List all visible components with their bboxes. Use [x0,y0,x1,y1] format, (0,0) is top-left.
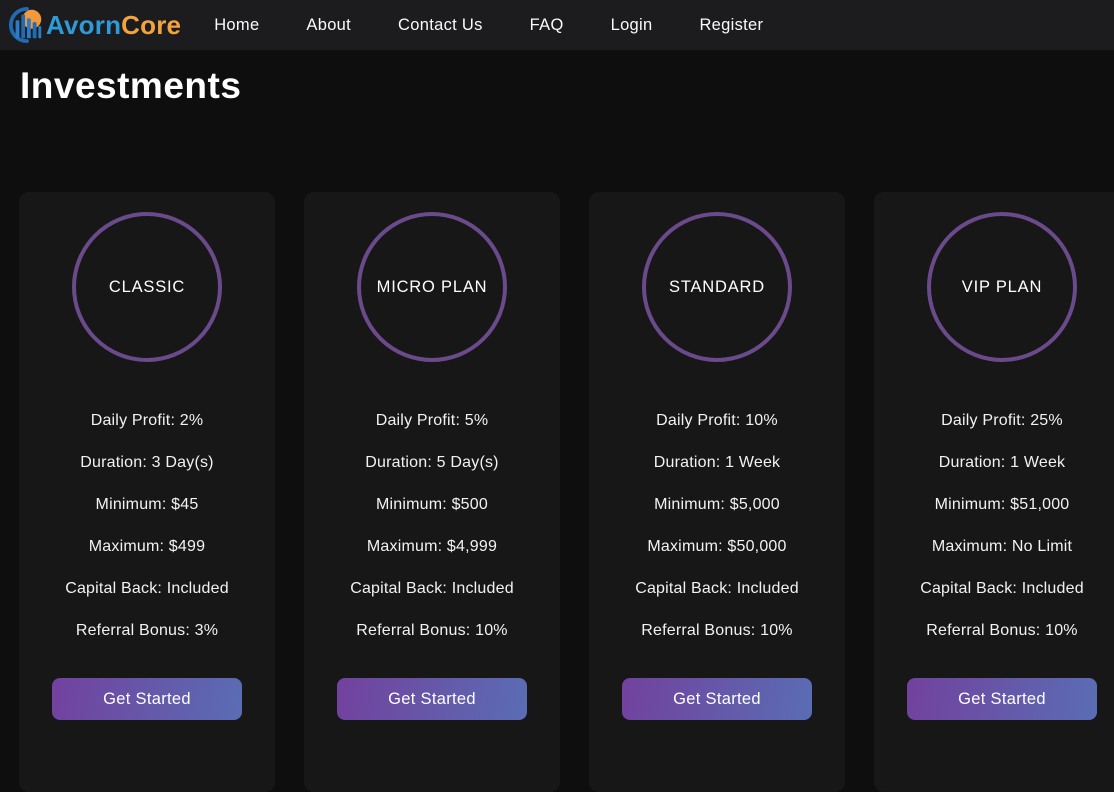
plan-daily-profit: Daily Profit: 2% [90,412,204,429]
plan-capital-back: Capital Back: Included [635,580,799,597]
plan-capital-back: Capital Back: Included [65,580,229,597]
city-sun-logo-icon [8,6,46,44]
plan-minimum: Minimum: $500 [376,496,488,513]
plan-daily-profit: Daily Profit: 10% [656,412,778,429]
plan-details: Daily Profit: 25% Duration: 1 Week Minim… [874,400,1114,652]
plan-referral-bonus: Referral Bonus: 10% [926,622,1078,639]
plan-minimum: Minimum: $51,000 [934,496,1070,513]
get-started-button[interactable]: Get Started [337,678,527,720]
plan-details: Daily Profit: 5% Duration: 5 Day(s) Mini… [304,400,560,652]
plan-daily-profit: Daily Profit: 25% [941,412,1063,429]
plan-circle: STANDARD [642,212,792,362]
get-started-button[interactable]: Get Started [52,678,242,720]
plan-maximum: Maximum: $499 [88,538,206,555]
plan-capital-back: Capital Back: Included [350,580,514,597]
page-title: Investments [20,65,242,106]
brand-name-secondary: Core [121,9,182,40]
brand-name: AvornCore [46,10,181,41]
nav-item-home[interactable]: Home [214,15,260,34]
plan-circle: MICRO PLAN [357,212,507,362]
plan-duration: Duration: 1 Week [938,454,1066,471]
plan-card-standard: STANDARD Daily Profit: 10% Duration: 1 W… [589,192,845,792]
plan-details: Daily Profit: 10% Duration: 1 Week Minim… [589,400,845,652]
plan-referral-bonus: Referral Bonus: 10% [356,622,508,639]
nav-item-login[interactable]: Login [610,15,653,34]
nav-item-contact[interactable]: Contact Us [398,15,483,34]
plan-maximum: Maximum: No Limit [931,538,1073,555]
plan-referral-bonus: Referral Bonus: 3% [75,622,219,639]
plan-minimum: Minimum: $45 [95,496,199,513]
plan-maximum: Maximum: $4,999 [366,538,498,555]
plan-circle: CLASSIC [72,212,222,362]
main-nav: Home About Contact Us FAQ Login Register [214,16,763,35]
plan-name: VIP PLAN [961,277,1043,296]
plan-daily-profit: Daily Profit: 5% [375,412,489,429]
plan-card-classic: CLASSIC Daily Profit: 2% Duration: 3 Day… [19,192,275,792]
plan-details: Daily Profit: 2% Duration: 3 Day(s) Mini… [19,400,275,652]
brand-name-primary: Avorn [46,9,122,40]
plan-maximum: Maximum: $50,000 [647,538,787,555]
plan-circle: VIP PLAN [927,212,1077,362]
get-started-button[interactable]: Get Started [907,678,1097,720]
get-started-button[interactable]: Get Started [622,678,812,720]
nav-item-about[interactable]: About [306,15,352,34]
plan-card-micro: MICRO PLAN Daily Profit: 5% Duration: 5 … [304,192,560,792]
navbar: AvornCore Home About Contact Us FAQ Logi… [0,0,1114,51]
plan-referral-bonus: Referral Bonus: 10% [641,622,793,639]
nav-item-faq[interactable]: FAQ [529,15,564,34]
plan-duration: Duration: 3 Day(s) [80,454,214,471]
plan-card-vip: VIP PLAN Daily Profit: 25% Duration: 1 W… [874,192,1114,792]
nav-item-register[interactable]: Register [699,15,764,34]
plan-duration: Duration: 5 Day(s) [365,454,499,471]
plan-capital-back: Capital Back: Included [920,580,1084,597]
plan-name: MICRO PLAN [376,277,488,296]
plan-name: STANDARD [669,277,765,296]
plan-duration: Duration: 1 Week [653,454,781,471]
brand-logo[interactable]: AvornCore [8,6,181,44]
plan-minimum: Minimum: $5,000 [654,496,780,513]
plan-name: CLASSIC [108,277,186,296]
plans-row: CLASSIC Daily Profit: 2% Duration: 3 Day… [19,192,1114,792]
